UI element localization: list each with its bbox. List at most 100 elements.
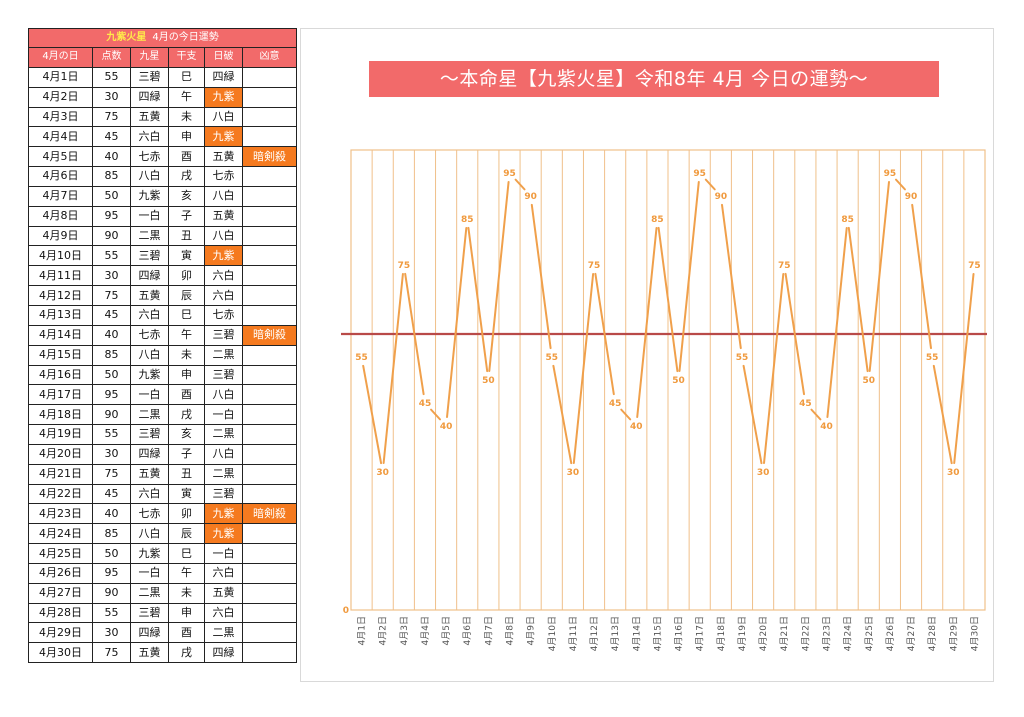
cell-star: 四緑: [130, 265, 169, 287]
cell-eto: 午: [168, 562, 205, 584]
x-tick-label: 4月26日: [885, 616, 896, 651]
data-label: 50: [863, 376, 876, 386]
cell-nippa: 五黄: [204, 146, 243, 168]
cell-score: 40: [92, 324, 131, 346]
cell-score: 90: [92, 225, 131, 247]
cell-eto: 辰: [168, 285, 205, 306]
table-title: 九紫火星 4月の今日運勢: [27, 28, 298, 48]
cell-star: 三碧: [130, 245, 169, 267]
cell-eto: 酉: [168, 384, 205, 406]
cell-day: 4月1日: [28, 66, 93, 88]
table-row: 4月30日 75 五黄戌四緑: [28, 642, 298, 664]
cell-day: 4月14日: [28, 324, 93, 346]
x-tick-label: 4月20日: [758, 616, 769, 651]
cell-score: 50: [92, 543, 131, 564]
cell-score: 95: [92, 384, 131, 406]
x-tick-label: 4月10日: [547, 616, 558, 651]
cell-star: 五黄: [130, 463, 169, 485]
cell-score: 55: [92, 245, 131, 267]
data-label: 30: [376, 468, 389, 478]
cell-kyoi: [241, 245, 298, 267]
cell-day: 4月27日: [28, 582, 93, 604]
cell-eto: 申: [168, 126, 205, 148]
cell-score: 75: [92, 106, 131, 128]
cell-nippa: 一白: [204, 404, 243, 426]
cell-eto: 未: [168, 106, 205, 128]
series-line-segment: [810, 408, 822, 421]
series-line-segment: [488, 180, 510, 373]
cell-eto: 戌: [168, 642, 205, 664]
data-label: 85: [841, 215, 854, 225]
x-tick-label: 4月5日: [441, 616, 452, 645]
data-label: 45: [419, 399, 432, 409]
x-tick-label: 4月23日: [822, 616, 833, 651]
cell-eto: 丑: [168, 463, 205, 485]
cell-score: 90: [92, 404, 131, 426]
cell-eto: 午: [168, 324, 205, 346]
cell-score: 90: [92, 582, 131, 604]
cell-eto: 午: [168, 86, 205, 108]
cell-score: 75: [92, 642, 131, 664]
series-line-segment: [446, 226, 468, 419]
series-line-segment: [742, 364, 763, 465]
cell-score: 95: [92, 205, 131, 227]
cell-score: 45: [92, 483, 131, 505]
cell-score: 40: [92, 146, 131, 168]
cell-kyoi: [241, 424, 298, 445]
cell-score: 30: [92, 86, 131, 108]
header-nippa: 日破: [204, 47, 243, 68]
cell-day: 4月11日: [28, 265, 93, 287]
cell-kyoi: [241, 523, 298, 545]
data-label: 45: [609, 399, 622, 409]
cell-day: 4月12日: [28, 285, 93, 306]
cell-eto: 亥: [168, 185, 205, 207]
x-tick-label: 4月1日: [357, 616, 368, 645]
cell-star: 四緑: [130, 443, 169, 465]
series-line-segment: [678, 180, 700, 373]
table-row: 4月16日 50 九紫申三碧: [28, 364, 298, 386]
series-line-segment: [868, 180, 890, 373]
cell-day: 4月26日: [28, 562, 93, 584]
table-body: 4月1日 55 三碧巳四緑 4月2日 30 四緑午九紫 4月3日 75 五黄未八白 4月4日 45 六…: [28, 66, 298, 664]
cell-star: 三碧: [130, 424, 169, 445]
data-label: 90: [524, 192, 537, 202]
table-row: 4月19日 55 三碧亥二黒: [28, 424, 298, 445]
x-tick-label: 4月21日: [779, 616, 790, 651]
data-label: 90: [715, 192, 728, 202]
cell-star: 六白: [130, 483, 169, 505]
cell-nippa: 二黒: [204, 424, 243, 445]
cell-nippa: 四緑: [204, 66, 243, 88]
data-label: 55: [926, 353, 939, 363]
cell-star: 六白: [130, 126, 169, 148]
cell-score: 40: [92, 503, 131, 525]
cell-kyoi: [241, 86, 298, 108]
cell-star: 一白: [130, 562, 169, 584]
series-line-segment: [847, 226, 869, 373]
series-line-segment: [594, 272, 615, 396]
cell-day: 4月5日: [28, 146, 93, 168]
table-row: 4月15日 85 八白未二黒: [28, 344, 298, 366]
cell-star: 七赤: [130, 146, 169, 168]
cell-nippa: 六白: [204, 562, 243, 584]
table-row: 4月23日 40 七赤卯九紫 暗剣殺: [28, 503, 298, 525]
cell-eto: 巳: [168, 543, 205, 564]
series-line-segment: [514, 178, 526, 191]
y-tick-label: 0: [343, 606, 349, 616]
header-score: 点数: [92, 47, 131, 68]
cell-nippa: 三碧: [204, 483, 243, 505]
cell-star: 五黄: [130, 285, 169, 306]
cell-star: 九紫: [130, 185, 169, 207]
cell-kyoi: [241, 562, 298, 584]
cell-nippa: 八白: [204, 384, 243, 406]
cell-day: 4月6日: [28, 166, 93, 187]
cell-eto: 酉: [168, 146, 205, 168]
cell-star: 八白: [130, 166, 169, 187]
cell-star: 三碧: [130, 602, 169, 624]
table-row: 4月21日 75 五黄丑二黒: [28, 463, 298, 485]
cell-star: 三碧: [130, 66, 169, 88]
cell-day: 4月25日: [28, 543, 93, 564]
table-row: 4月5日 40 七赤酉五黄 暗剣殺: [28, 146, 298, 168]
cell-star: 二黒: [130, 225, 169, 247]
x-tick-label: 4月30日: [969, 616, 980, 651]
table-title-text: 4月の今日運勢: [152, 32, 219, 43]
